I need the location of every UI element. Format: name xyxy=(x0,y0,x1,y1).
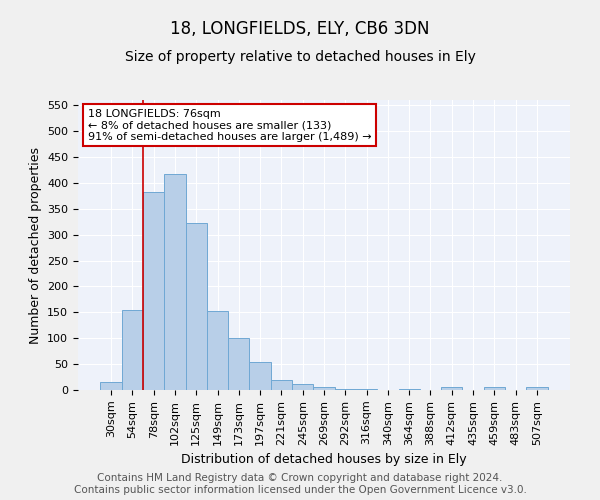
Bar xyxy=(484,388,505,390)
Text: Contains HM Land Registry data © Crown copyright and database right 2024.
Contai: Contains HM Land Registry data © Crown c… xyxy=(74,474,526,495)
Text: Size of property relative to detached houses in Ely: Size of property relative to detached ho… xyxy=(125,50,475,64)
Bar xyxy=(271,380,292,390)
Y-axis label: Number of detached properties: Number of detached properties xyxy=(29,146,41,344)
X-axis label: Distribution of detached houses by size in Ely: Distribution of detached houses by size … xyxy=(181,453,467,466)
Bar xyxy=(292,384,313,390)
Bar xyxy=(185,222,207,390)
Text: 18, LONGFIELDS, ELY, CB6 3DN: 18, LONGFIELDS, ELY, CB6 3DN xyxy=(170,20,430,38)
Bar xyxy=(207,312,228,390)
Bar xyxy=(441,388,463,390)
Bar xyxy=(122,310,143,390)
Bar xyxy=(100,382,122,390)
Bar xyxy=(335,389,356,390)
Bar xyxy=(526,388,548,390)
Bar xyxy=(164,174,185,390)
Bar xyxy=(228,338,250,390)
Bar xyxy=(313,387,335,390)
Bar xyxy=(250,362,271,390)
Text: 18 LONGFIELDS: 76sqm
← 8% of detached houses are smaller (133)
91% of semi-detac: 18 LONGFIELDS: 76sqm ← 8% of detached ho… xyxy=(88,108,371,142)
Bar xyxy=(143,192,164,390)
